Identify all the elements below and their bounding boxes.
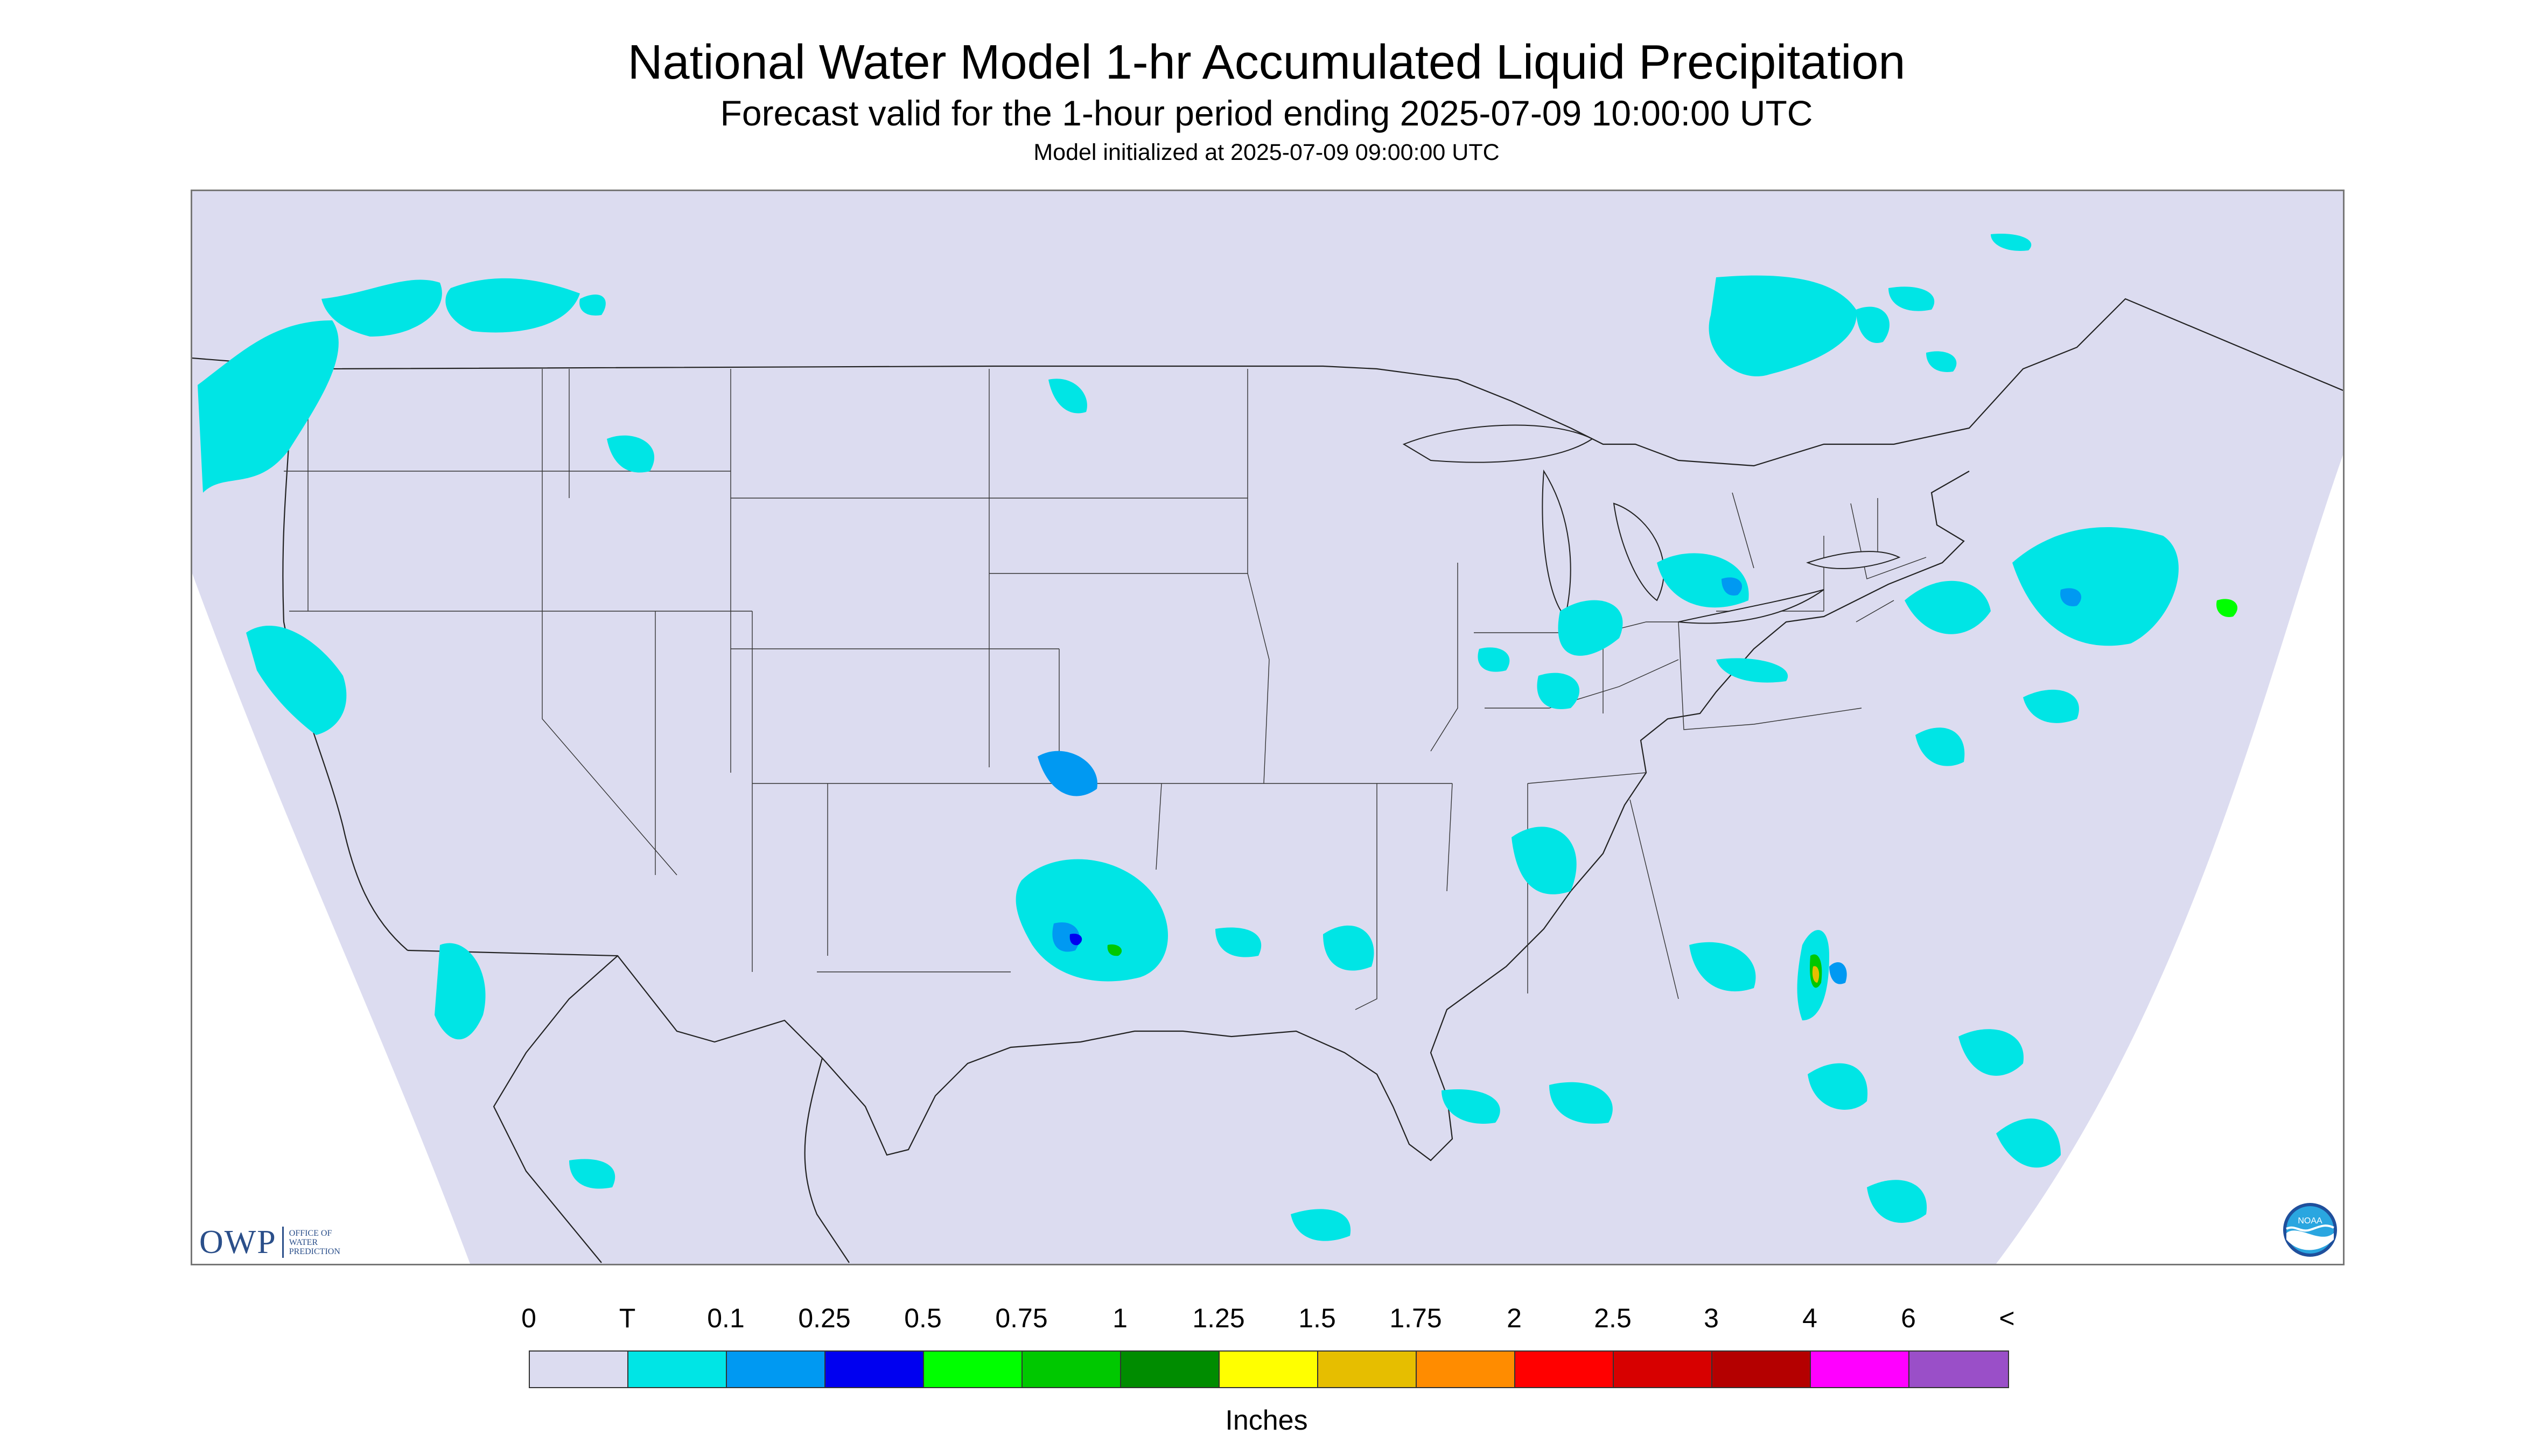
legend-swatch	[1515, 1352, 1614, 1387]
owp-logo: OWP OFFICE OF WATER PREDICTION	[199, 1223, 340, 1261]
legend-swatch	[1909, 1352, 2008, 1387]
map-domain	[192, 191, 2343, 1264]
owp-name-line-2: WATER	[289, 1237, 318, 1247]
precip-sc-coast-cell	[1797, 930, 1829, 1020]
precip-oklahoma-cluster	[1016, 859, 1168, 982]
legend-label: 1.75	[1389, 1303, 1442, 1333]
owp-abbrev: OWP	[199, 1223, 277, 1261]
owp-name: OFFICE OF WATER PREDICTION	[289, 1229, 340, 1256]
legend-label: 0.75	[995, 1303, 1048, 1333]
owp-name-line-1: OFFICE OF	[289, 1228, 332, 1238]
precipitation-map	[191, 190, 2345, 1265]
map-canvas	[192, 191, 2343, 1264]
legend-label: 4	[1802, 1303, 1817, 1333]
model-init-line: Model initialized at 2025-07-09 09:00:00…	[1033, 139, 1500, 165]
legend-label: 0.25	[798, 1303, 851, 1333]
legend-units: Inches	[1225, 1405, 1308, 1436]
legend-swatch	[1417, 1352, 1515, 1387]
legend-label: <	[1999, 1303, 2015, 1333]
legend-label: 6	[1901, 1303, 1916, 1333]
noaa-text: NOAA	[2298, 1216, 2322, 1226]
legend-swatch	[1712, 1352, 1811, 1387]
legend-swatch	[1121, 1352, 1220, 1387]
legend-swatch	[1318, 1352, 1417, 1387]
legend-swatch	[924, 1352, 1023, 1387]
legend-swatch	[727, 1352, 825, 1387]
legend-swatch	[530, 1352, 628, 1387]
legend-swatch	[1614, 1352, 1712, 1387]
chart-subtitle: Forecast valid for the 1-hour period end…	[720, 93, 1813, 133]
legend-label: 1	[1112, 1303, 1128, 1333]
legend-label: 1.5	[1298, 1303, 1336, 1333]
precip-trace-layer	[198, 234, 2179, 1241]
great-lakes	[1402, 424, 1901, 624]
noaa-logo-icon: NOAA	[2283, 1203, 2337, 1257]
owp-name-line-3: PREDICTION	[289, 1247, 340, 1256]
precip-0.1-layer	[1038, 577, 2082, 984]
legend-label: T	[619, 1303, 636, 1333]
legend-label: 0	[521, 1303, 536, 1333]
owp-divider	[282, 1227, 284, 1258]
legend-swatch	[825, 1352, 924, 1387]
legend-label: 0.1	[707, 1303, 745, 1333]
legend-swatch	[1811, 1352, 1909, 1387]
legend-label: 2.5	[1594, 1303, 1632, 1333]
chart-title: National Water Model 1-hr Accumulated Li…	[627, 36, 1906, 89]
legend-label: 0.5	[904, 1303, 942, 1333]
legend-swatch	[1023, 1352, 1121, 1387]
precip-ne-cell	[2216, 599, 2238, 617]
legend-label: 2	[1507, 1303, 1522, 1333]
legend-labels: 0 T 0.1 0.25 0.5 0.75 1 1.25 1.5 1.75 2 …	[0, 1302, 2533, 1334]
legend-swatch	[628, 1352, 727, 1387]
legend-label: 3	[1704, 1303, 1719, 1333]
legend-label: 1.25	[1192, 1303, 1245, 1333]
legend-colorbar	[529, 1350, 2009, 1388]
legend-swatch	[1220, 1352, 1318, 1387]
